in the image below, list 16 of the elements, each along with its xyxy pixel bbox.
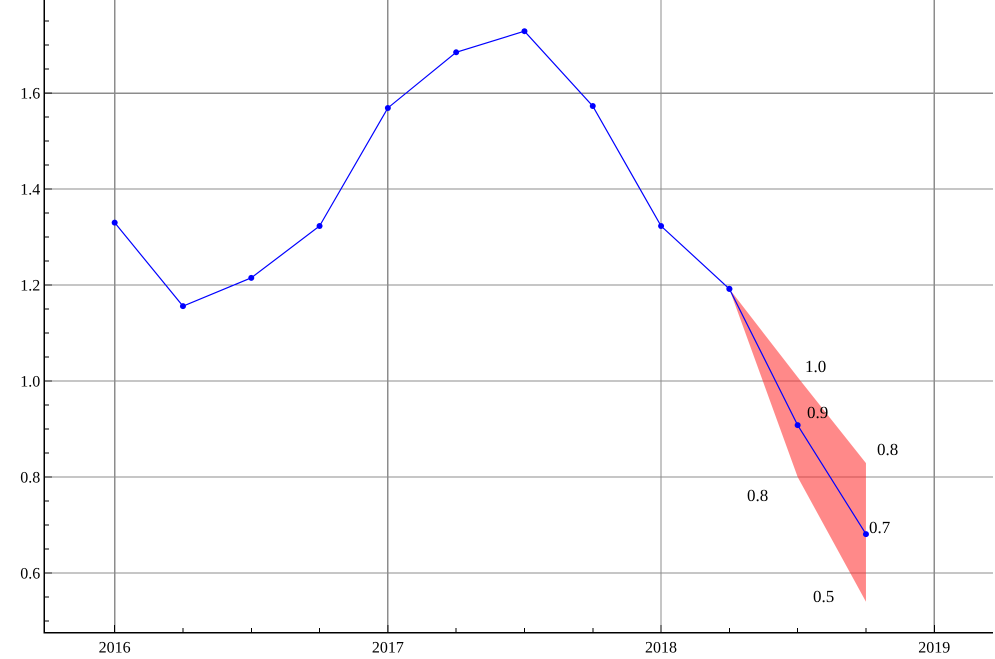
y-tick-label: 1.2: [20, 278, 40, 295]
y-tick-label: 0.8: [20, 470, 40, 487]
annotation: 0.7: [869, 518, 891, 537]
x-tick-label: 2017: [372, 640, 404, 657]
x-tick-label: 2016: [98, 640, 131, 657]
y-tick-label: 1.6: [20, 86, 40, 103]
annotation: 0.8: [877, 440, 898, 459]
x-tick-label: 2018: [645, 640, 678, 657]
annotation: 0.8: [747, 486, 768, 505]
x-tick-label: 2019: [918, 640, 950, 657]
annotation: 0.9: [807, 403, 828, 422]
annotation: 0.5: [813, 587, 834, 606]
y-tick-label: 1.0: [20, 374, 40, 391]
y-tick-label: 1.4: [20, 182, 40, 199]
y-tick-label: 0.6: [20, 566, 40, 583]
annotation: 1.0: [805, 357, 826, 376]
